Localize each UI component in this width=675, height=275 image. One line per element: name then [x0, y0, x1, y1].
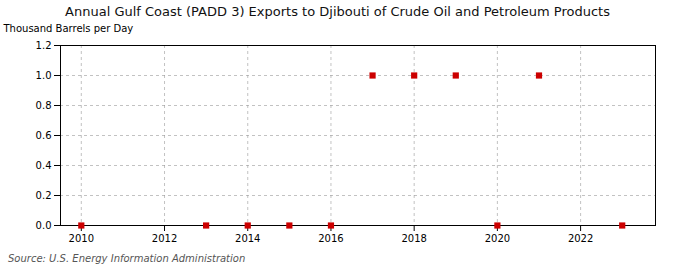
svg-text:2020: 2020: [485, 233, 510, 244]
svg-text:0.2: 0.2: [36, 190, 52, 201]
svg-text:0.0: 0.0: [36, 220, 52, 231]
svg-text:0.8: 0.8: [36, 100, 52, 111]
svg-text:0.4: 0.4: [36, 160, 52, 171]
svg-text:0.6: 0.6: [36, 130, 52, 141]
svg-text:2022: 2022: [568, 233, 593, 244]
svg-text:2018: 2018: [401, 233, 426, 244]
svg-text:2010: 2010: [69, 233, 94, 244]
html-text:Annual Gulf Coast (PADD 3) Exp: Annual Gulf Coast (PADD 3) Exports to Dj…: [65, 4, 610, 19]
html-text:Source: U.S. Energy Informatio: Source: U.S. Energy Information Administ…: [8, 253, 246, 264]
svg-text:2016: 2016: [318, 233, 343, 244]
svg-text:2012: 2012: [152, 233, 177, 244]
svg-text:2014: 2014: [235, 233, 260, 244]
svg-text:1.0: 1.0: [36, 70, 52, 81]
svg-text:Thousand Barrels per Day: Thousand Barrels per Day: [3, 23, 134, 34]
svg-text:1.2: 1.2: [36, 40, 52, 51]
